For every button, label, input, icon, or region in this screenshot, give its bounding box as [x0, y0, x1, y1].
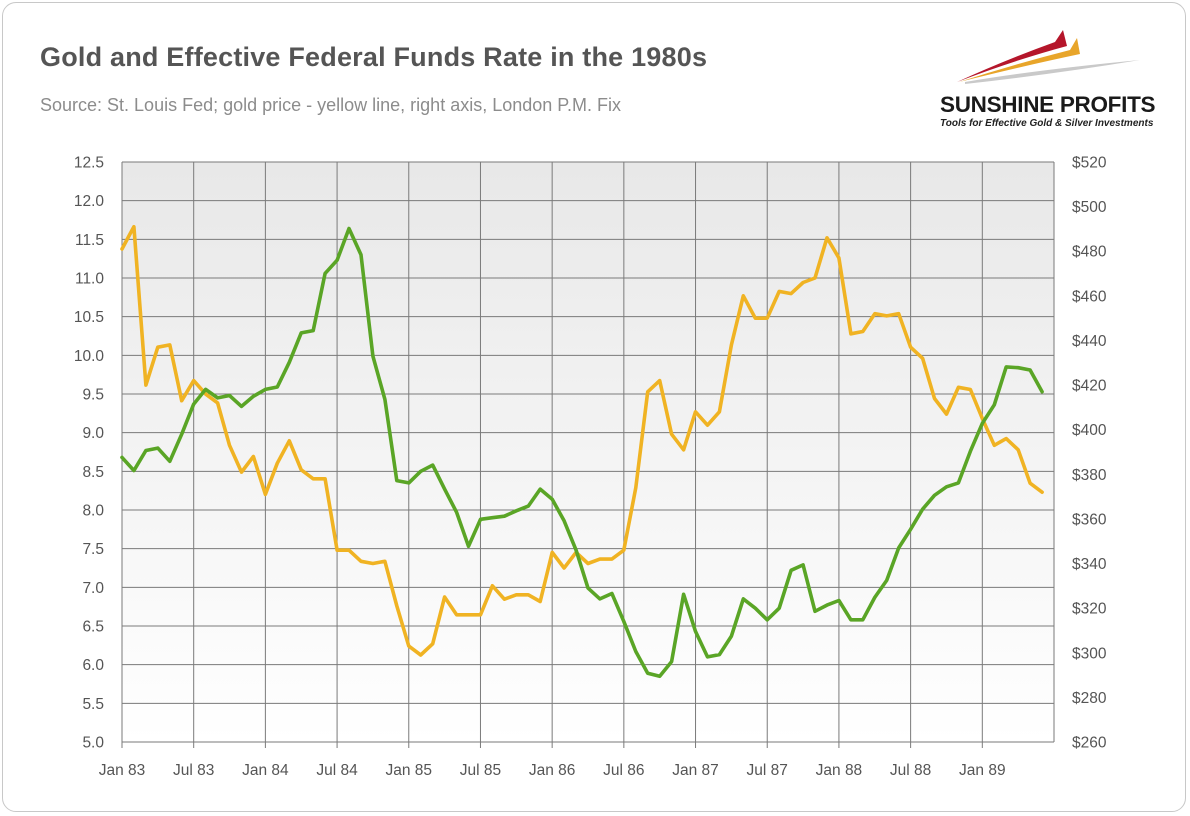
y-left-tick-label: 9.5: [82, 387, 104, 404]
y-right-tick-label: $300: [1072, 645, 1107, 662]
x-tick-label: Jul 83: [173, 762, 214, 779]
y-right-tick-label: $340: [1072, 556, 1107, 573]
x-tick-label: Jul 88: [890, 762, 931, 779]
sunshine-profits-logo: SUNSHINE PROFITS Tools for Effective Gol…: [935, 20, 1175, 135]
y-right-tick-label: $260: [1072, 735, 1107, 752]
chart-title: Gold and Effective Federal Funds Rate in…: [40, 42, 708, 72]
y-left-tick-label: 12.5: [74, 155, 104, 172]
x-tick-label: Jan 84: [242, 762, 289, 779]
y-left-tick-label: 6.5: [82, 619, 104, 636]
x-tick-label: Jan 89: [959, 762, 1006, 779]
x-tick-label: Jan 87: [672, 762, 719, 779]
x-tick-label: Jul 85: [460, 762, 501, 779]
x-tick-label: Jan 85: [385, 762, 432, 779]
y-right-tick-label: $500: [1072, 199, 1107, 216]
y-left-tick-label: 8.0: [82, 503, 104, 520]
y-left-tick-label: 12.0: [74, 193, 105, 210]
logo-name: SUNSHINE PROFITS: [940, 92, 1156, 117]
y-left-tick-label: 6.0: [82, 657, 104, 674]
y-left-tick-label: 7.5: [82, 541, 104, 558]
y-right-tick-label: $420: [1072, 378, 1107, 395]
y-right-tick-label: $380: [1072, 467, 1107, 484]
logo-swoosh-icon: [957, 30, 1140, 84]
y-right-tick-label: $460: [1072, 288, 1107, 305]
y-left-tick-label: 10.0: [74, 348, 105, 365]
x-tick-label: Jul 84: [316, 762, 358, 779]
gold-price-line: [120, 224, 1044, 657]
y-left-tick-label: 9.0: [82, 425, 104, 442]
x-tick-label: Jan 83: [99, 762, 146, 779]
x-tick-label: Jul 86: [603, 762, 644, 779]
chart-subtitle: Source: St. Louis Fed; gold price - yell…: [40, 95, 621, 115]
y-right-tick-label: $360: [1072, 511, 1107, 528]
y-left-tick-label: 7.0: [82, 580, 104, 597]
y-left-tick-label: 11.5: [75, 232, 104, 249]
series-lines: [120, 224, 1044, 679]
x-tick-label: Jan 86: [529, 762, 576, 779]
y-left-tick-label: 10.5: [74, 309, 104, 326]
axes: 5.0 5.5 6.0 6.5 7.0 7.5 8.0 8.5 9.0 9.5 10.0 10.5 11…: [74, 155, 1107, 780]
y-right-tick-label: $480: [1072, 244, 1107, 261]
y-left-tick-label: 5.5: [82, 696, 104, 713]
y-right-tick-label: $520: [1072, 155, 1107, 172]
y-right-tick-label: $440: [1072, 333, 1107, 350]
fed-funds-rate-line: [120, 226, 1044, 679]
y-right-tick-label: $320: [1072, 601, 1107, 618]
y-left-tick-label: 5.0: [82, 735, 104, 752]
y-left-tick-label: 8.5: [82, 464, 104, 481]
logo-tagline: Tools for Effective Gold & Silver Invest…: [940, 118, 1154, 129]
y-right-tick-label: $280: [1072, 690, 1107, 707]
y-left-tick-label: 11.0: [75, 271, 104, 288]
x-tick-label: Jul 87: [747, 762, 788, 779]
plot-area: [122, 162, 1054, 742]
x-tick-label: Jan 88: [816, 762, 863, 779]
y-right-tick-label: $400: [1072, 422, 1107, 439]
